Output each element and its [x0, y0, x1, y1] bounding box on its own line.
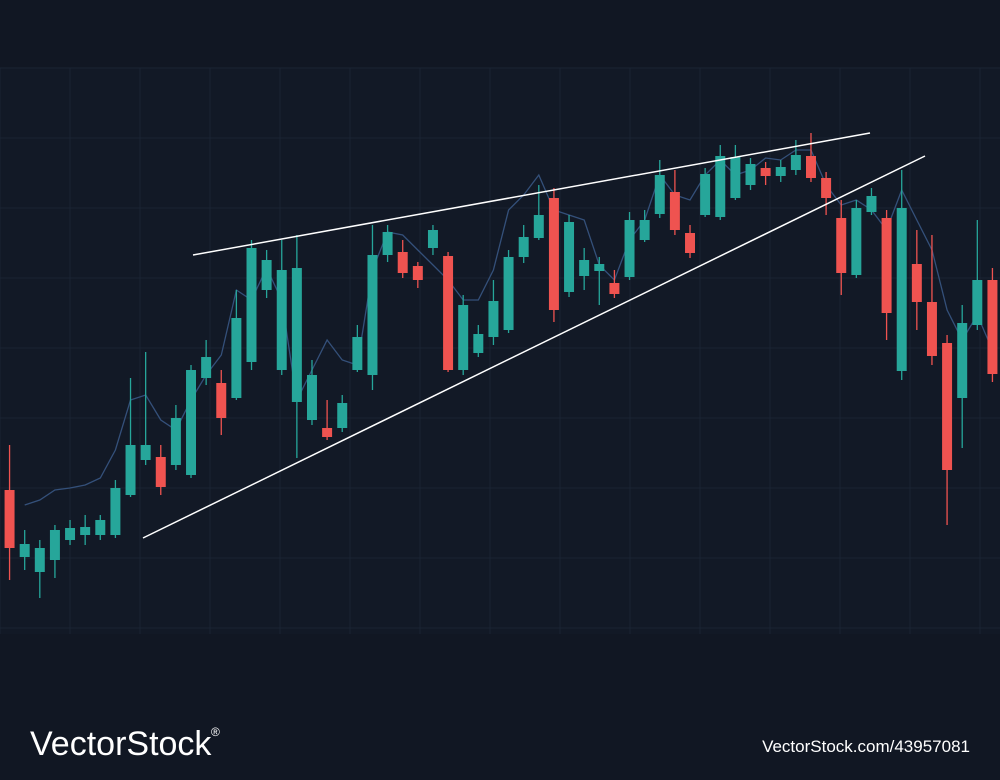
- candle-body: [972, 280, 983, 325]
- candle-body: [261, 260, 272, 290]
- candle-body: [65, 528, 76, 540]
- candle-body: [458, 305, 469, 370]
- watermark-mark: ®: [211, 725, 220, 739]
- trend-line: [142, 155, 926, 539]
- candle-body: [80, 527, 91, 535]
- candle-body: [34, 548, 45, 572]
- candle-body: [654, 175, 665, 214]
- candle-body: [805, 156, 816, 178]
- candle-body: [322, 428, 333, 437]
- candle-body: [548, 198, 559, 310]
- candle-body: [564, 222, 575, 292]
- candle-body: [488, 301, 499, 337]
- candle-body: [700, 174, 711, 215]
- candle-body: [140, 445, 151, 460]
- candle-body: [473, 334, 484, 353]
- candle-body: [125, 445, 136, 495]
- candle-body: [186, 370, 197, 475]
- candle-body: [503, 257, 514, 330]
- candle-body: [276, 270, 287, 370]
- candle-body: [760, 168, 771, 176]
- candle-body: [443, 256, 454, 370]
- candle-body: [518, 237, 529, 257]
- candle-body: [231, 318, 242, 398]
- candle-body: [397, 252, 408, 273]
- candle-body: [49, 530, 60, 560]
- candle-body: [412, 266, 423, 280]
- candle-body: [911, 264, 922, 302]
- candle-body: [745, 164, 756, 185]
- candle-body: [987, 280, 998, 374]
- candle-body: [95, 520, 106, 535]
- candle-body: [594, 264, 605, 271]
- candle-body: [352, 337, 363, 370]
- candle-body: [775, 167, 786, 176]
- candle-body: [19, 544, 30, 557]
- average-line: [24, 149, 993, 506]
- candle-body: [609, 283, 620, 294]
- candle-body: [957, 323, 968, 398]
- candle-body: [639, 220, 650, 240]
- candle-body: [291, 268, 302, 402]
- candle-body: [926, 302, 937, 356]
- candle-body: [4, 490, 15, 548]
- candle-body: [942, 343, 953, 470]
- marks: [4, 133, 998, 598]
- candle-body: [836, 218, 847, 273]
- candle-body: [382, 232, 393, 255]
- candle-body: [155, 457, 166, 487]
- candle-body: [715, 156, 726, 217]
- candle-body: [866, 196, 877, 212]
- candle-body: [110, 488, 121, 535]
- candle-body: [216, 383, 227, 418]
- candle-body: [246, 248, 257, 362]
- candle-body: [685, 233, 696, 253]
- candle-body: [821, 178, 832, 198]
- candle-body: [201, 357, 212, 378]
- candle-body: [337, 403, 348, 428]
- grid: [0, 67, 1000, 634]
- watermark-brand: VectorStock: [30, 725, 212, 763]
- trend-line: [192, 132, 871, 256]
- candle-body: [367, 255, 378, 375]
- candle-body: [730, 157, 741, 198]
- candle-body: [881, 218, 892, 313]
- watermark-id: VectorStock.com/43957081: [762, 737, 970, 756]
- candle-body: [579, 260, 590, 276]
- candle-body: [669, 192, 680, 230]
- candle-body: [170, 418, 181, 465]
- candle-body: [427, 230, 438, 248]
- candle-body: [533, 215, 544, 238]
- plot-area: [0, 68, 1000, 634]
- candle-body: [306, 375, 317, 420]
- candle-body: [624, 220, 635, 277]
- candle-body: [851, 208, 862, 275]
- candle-body: [790, 155, 801, 170]
- candle-body: [896, 208, 907, 371]
